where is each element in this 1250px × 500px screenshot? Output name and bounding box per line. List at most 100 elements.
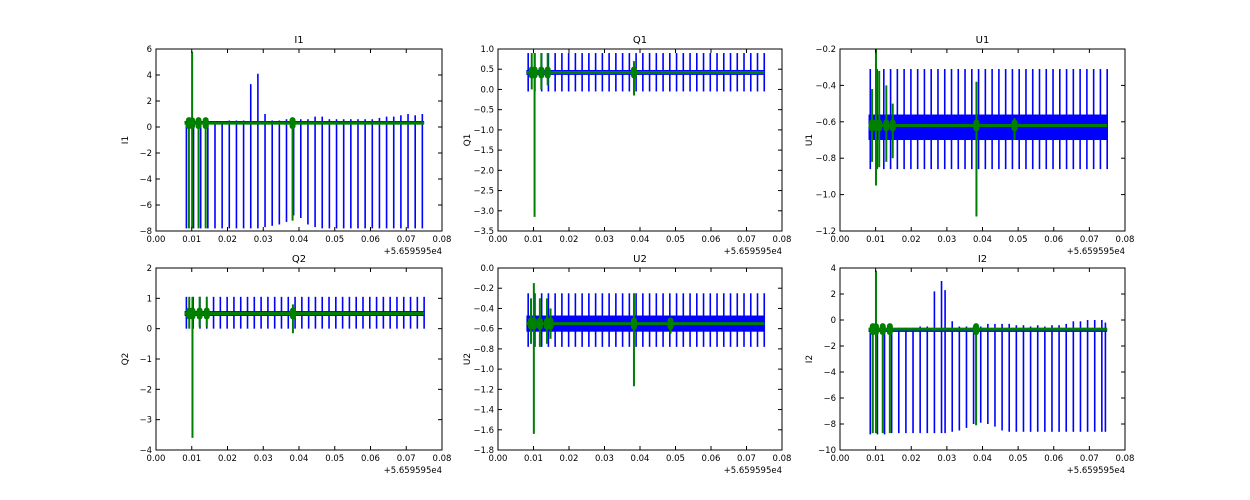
x-tick-label: 0.06	[1044, 454, 1063, 464]
series-cluster	[630, 317, 637, 330]
series-cluster	[202, 117, 209, 130]
x-tick-label: 0.04	[973, 235, 992, 245]
x-tick-label: 0.01	[524, 235, 543, 245]
y-tick-label: −0.4	[473, 304, 494, 314]
series-cluster	[544, 66, 551, 79]
y-tick-label: −3.0	[473, 207, 494, 217]
axes-frame	[497, 267, 783, 451]
x-tick-label: 0.06	[361, 235, 380, 245]
x-tick-label: 0.06	[361, 454, 380, 464]
series-cluster	[203, 307, 210, 320]
plot-area	[526, 283, 766, 434]
y-tick-label: −1.0	[473, 365, 494, 375]
subplot-title: Q1	[633, 35, 647, 46]
series-blue	[868, 281, 1108, 435]
y-tick-label: −6	[823, 394, 836, 404]
series-cluster	[667, 317, 674, 330]
y-tick-label: −1.5	[473, 146, 494, 156]
x-tick-label: 0.01	[182, 454, 201, 464]
x-tick-label: 0.03	[937, 454, 956, 464]
x-tick-label: 0.05	[666, 454, 685, 464]
y-tick-label: −8	[139, 227, 152, 237]
subplot-q2: Q2 Q2 0.00 0.01 0.02 0.03 0.04 0.05 0.06 0.07 0.08…	[121, 254, 451, 476]
y-tick-label: −2.5	[473, 187, 494, 197]
x-tick-label: 0.00	[489, 454, 508, 464]
y-tick-label: 4	[831, 264, 836, 274]
series-cluster	[973, 119, 980, 132]
series-green	[184, 51, 425, 229]
x-tick-label: 0.08	[1116, 235, 1135, 245]
y-axis-label: I1	[121, 136, 131, 144]
y-tick-label: 6	[147, 45, 152, 55]
x-tick-label: 0.05	[666, 235, 685, 245]
x-tick-label: 0.05	[325, 235, 344, 245]
x-tick-label: 0.04	[290, 235, 309, 245]
x-tick-label: 0.02	[218, 454, 237, 464]
series-cluster	[289, 307, 296, 320]
y-tick-label: 0	[147, 325, 152, 335]
x-offset-text: +5.659595e4	[724, 466, 782, 476]
y-tick-label: 2	[831, 290, 836, 300]
y-tick-label: 0.0	[480, 264, 494, 274]
y-tick-label: 0.5	[480, 65, 494, 75]
y-tick-label: 1	[147, 294, 152, 304]
y-tick-label: −0.6	[815, 118, 836, 128]
y-tick-label: 2	[147, 97, 152, 107]
y-tick-label: −0.4	[815, 81, 836, 91]
y-tick-label: −2	[139, 149, 152, 159]
x-tick-label: 0.06	[702, 235, 721, 245]
series-cluster	[536, 317, 543, 330]
x-tick-label: 0.03	[595, 235, 614, 245]
y-tick-label: 2	[147, 264, 152, 274]
x-tick-label: 0.05	[1009, 454, 1028, 464]
y-tick-label: 0	[147, 123, 152, 133]
y-axis-label: U2	[463, 353, 473, 365]
x-tick-label: 0.01	[866, 235, 885, 245]
subplot-u1: U1 U1 0.00 0.01 0.02 0.03 0.04 0.05 0.06 0.07 0.08…	[805, 35, 1134, 257]
x-tick-label: 0.07	[1080, 235, 1099, 245]
y-axis-label: Q2	[121, 353, 131, 366]
y-tick-label: −1.2	[815, 227, 836, 237]
x-tick-label: 0.00	[831, 454, 850, 464]
x-tick-label: 0.02	[902, 235, 921, 245]
subplot-u2: U2 U2 0.00 0.01 0.02 0.03 0.04 0.05 0.06 0.07 0.08…	[463, 254, 791, 476]
subplot-i1: I1 I1 0.00 0.01 0.02 0.03 0.04 0.05 0.06 0.07 0.08…	[121, 35, 451, 257]
subplot-title: U1	[976, 35, 990, 46]
axes-frame	[155, 267, 443, 451]
x-tick-label: 0.02	[218, 235, 237, 245]
series-cluster	[195, 117, 202, 130]
x-offset-text: +5.659595e4	[724, 247, 782, 257]
y-tick-label: −1	[139, 355, 152, 365]
y-tick-label: −0.2	[473, 284, 494, 294]
y-tick-label: −0.5	[473, 106, 494, 116]
x-tick-label: 0.00	[831, 235, 850, 245]
series-cluster	[1011, 119, 1018, 132]
y-tick-label: −1.4	[473, 406, 494, 416]
y-tick-label: −10	[818, 446, 836, 456]
x-tick-label: 0.05	[325, 454, 344, 464]
y-tick-label: −0.6	[473, 325, 494, 335]
series-blue	[868, 69, 1108, 170]
series-green	[868, 49, 1108, 217]
y-tick-label: 0	[831, 316, 836, 326]
x-tick-label: 0.03	[254, 235, 273, 245]
x-offset-text: +5.659595e4	[1067, 466, 1125, 476]
series-cluster	[196, 307, 203, 320]
x-tick-label: 0.03	[937, 235, 956, 245]
series-blue	[184, 73, 425, 229]
y-tick-label: −4	[139, 446, 152, 456]
x-tick-label: 0.02	[560, 454, 579, 464]
x-tick-label: 0.00	[147, 454, 166, 464]
x-tick-label: 0.08	[433, 454, 452, 464]
series-green	[184, 296, 425, 438]
y-tick-label: −0.8	[473, 345, 494, 355]
series-cluster	[289, 117, 296, 130]
y-tick-label: −1.0	[815, 191, 836, 201]
x-tick-label: 0.03	[595, 454, 614, 464]
x-tick-label: 0.01	[182, 235, 201, 245]
x-tick-label: 0.06	[1044, 235, 1063, 245]
y-tick-label: −4	[823, 368, 836, 378]
y-tick-label: −3	[139, 416, 152, 426]
y-tick-label: −1.2	[473, 385, 494, 395]
y-tick-label: −0.8	[815, 154, 836, 164]
